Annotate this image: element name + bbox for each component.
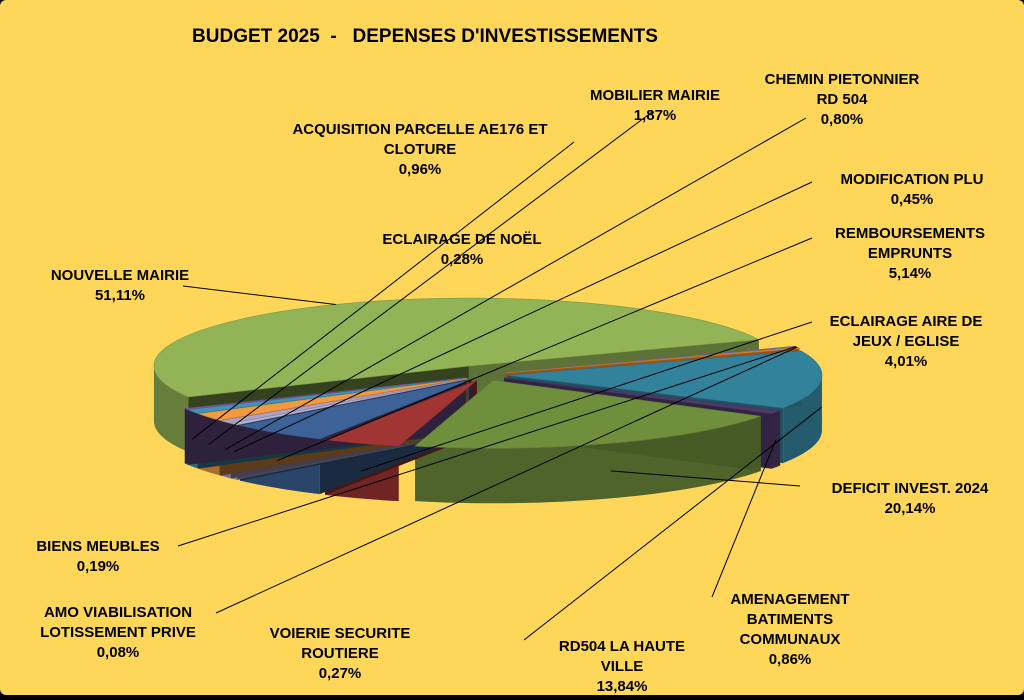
slice-label: DEFICIT INVEST. 2024 20,14% <box>832 480 989 517</box>
slice-name: CHEMIN PIETONNIER <box>765 71 920 88</box>
leader-line <box>192 141 575 440</box>
slice-percent: 13,84% <box>597 678 648 695</box>
pie-slice-side <box>153 366 189 452</box>
slice-label: AMENAGEMENT BATIMENTS COMMUNAUX 0,86% <box>730 591 849 668</box>
slice-name: VOIERIE SECURITE <box>270 625 411 642</box>
slice-percent: 0,96% <box>399 161 442 178</box>
pie-slice <box>198 377 467 421</box>
slice-percent: 1,87% <box>634 107 677 124</box>
leader-line <box>215 346 798 614</box>
slice-name: MOBILIER MAIRIE <box>590 87 720 104</box>
slice-name: AMO VIABILISATION <box>44 604 192 621</box>
pie-slice <box>220 378 469 424</box>
slice-name: CLOTURE <box>384 141 457 158</box>
leader-line <box>225 117 807 450</box>
slice-name: ECLAIRAGE DE NOËL <box>382 231 541 248</box>
slice-label: MOBILIER MAIRIE 1,87% <box>590 87 720 124</box>
slice-name: REMBOURSEMENTS <box>835 225 985 242</box>
slice-name: VILLE <box>601 658 644 675</box>
slice-percent: 0,19% <box>77 558 120 575</box>
slice-percent: 0,80% <box>821 111 864 128</box>
slice-name: BIENS MEUBLES <box>36 538 159 555</box>
slice-name: LOTISSEMENT PRIVE <box>40 624 196 641</box>
pie-slice <box>325 380 478 447</box>
pie-slice-side <box>783 375 822 464</box>
leader-line <box>177 346 797 547</box>
slice-name: RD504 LA HAUTE <box>559 638 685 655</box>
leader-line <box>360 321 813 472</box>
slice-label: ACQUISITION PARCELLE AE176 ET CLOTURE 0,96… <box>292 121 547 178</box>
leader-line <box>208 111 653 445</box>
slice-name: ECLAIRAGE AIRE DE <box>830 313 983 330</box>
leader-lines <box>177 111 822 641</box>
pie-slice <box>414 379 761 449</box>
slice-percent: 5,14% <box>889 265 932 282</box>
slice-name: ROUTIERE <box>301 645 379 662</box>
slice-label: NOUVELLE MAIRIE 51,11% <box>51 267 189 304</box>
pie-slice <box>183 377 466 410</box>
slice-label: ECLAIRAGE AIRE DE JEUX / EGLISE 4,01% <box>830 313 983 370</box>
leader-line <box>233 181 813 453</box>
slice-name: RD 504 <box>817 91 869 108</box>
slice-name: DEFICIT INVEST. 2024 <box>832 480 989 497</box>
slice-name: JEUX / EGLISE <box>853 333 960 350</box>
slice-name: NOUVELLE MAIRIE <box>51 267 189 284</box>
slice-label: RD504 LA HAUTE VILLE 13,84% <box>559 638 685 695</box>
pie-slice <box>506 350 823 409</box>
leader-line <box>523 407 822 641</box>
slice-name: COMMUNAUX <box>740 631 841 648</box>
slice-label: AMO VIABILISATION LOTISSEMENT PRIVE 0,08% <box>40 604 196 661</box>
leader-line <box>711 439 777 598</box>
pie-slice <box>239 379 472 440</box>
slice-name: AMENAGEMENT <box>730 591 849 608</box>
slice-percent: 4,01% <box>885 353 928 370</box>
slice-percent: 51,11% <box>95 287 145 304</box>
slice-name: MODIFICATION PLU <box>840 171 983 188</box>
pie-slice <box>505 347 801 374</box>
slice-labels: NOUVELLE MAIRIE 51,11% BIENS MEUBLES 0,19% A… <box>36 71 989 695</box>
slice-label: ECLAIRAGE DE NOËL 0,28% <box>382 231 541 268</box>
slice-label: CHEMIN PIETONNIER RD 504 0,80% <box>765 71 920 128</box>
slice-percent: 0,27% <box>319 665 362 682</box>
leader-line <box>610 470 801 487</box>
slice-percent: 20,14% <box>885 500 936 517</box>
slice-name: BATIMENTS <box>747 611 833 628</box>
slice-percent: 0,45% <box>891 191 934 208</box>
leader-line <box>277 237 813 461</box>
slice-label: VOIERIE SECURITE ROUTIERE 0,27% <box>270 625 411 682</box>
slice-label: BIENS MEUBLES 0,19% <box>36 538 159 575</box>
slice-percent: 0,28% <box>441 251 484 268</box>
slice-name: ACQUISITION PARCELLE AE176 ET <box>292 121 547 138</box>
chart-title: BUDGET 2025 - DEPENSES D'INVESTISSEMENTS <box>192 26 658 47</box>
leader-line <box>182 285 336 305</box>
slice-percent: 0,86% <box>769 651 812 668</box>
slice-label: REMBOURSEMENTS EMPRUNTS 5,14% <box>835 225 985 282</box>
slice-name: EMPRUNTS <box>868 245 952 262</box>
slice-label: MODIFICATION PLU 0,45% <box>840 171 983 208</box>
slice-percent: 0,08% <box>97 644 140 661</box>
